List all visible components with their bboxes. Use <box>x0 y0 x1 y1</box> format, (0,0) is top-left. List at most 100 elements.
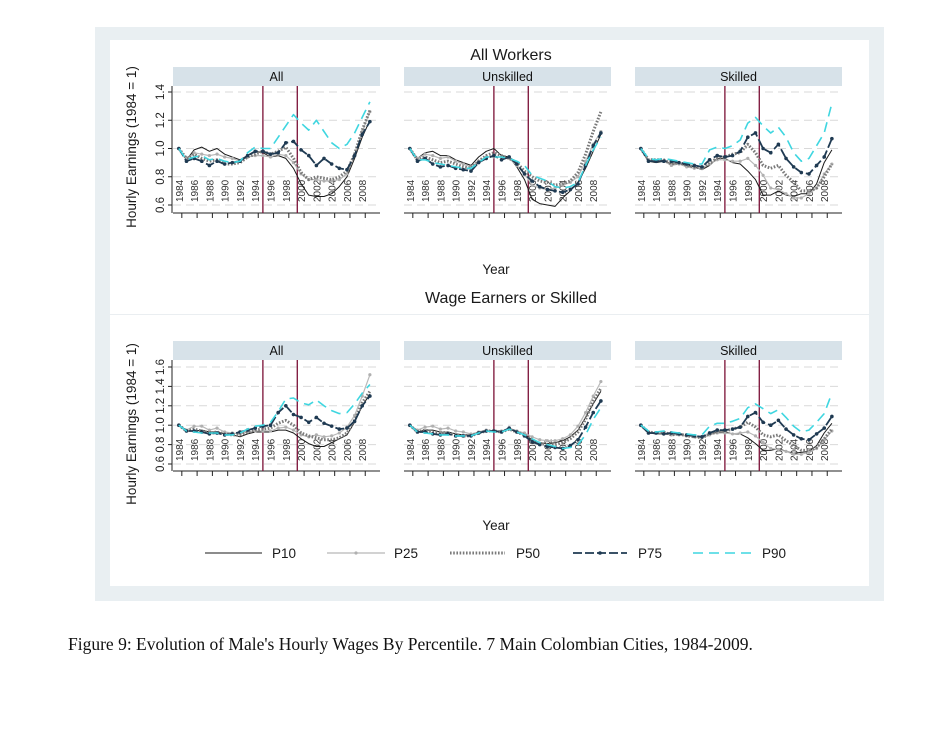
panel-strip-label: Skilled <box>720 70 757 84</box>
x-tick-label: 1990 <box>452 179 463 202</box>
data-point-p75 <box>276 150 280 155</box>
data-point-p75 <box>761 420 765 425</box>
data-point-p25 <box>322 179 326 183</box>
data-point-p25 <box>723 431 727 435</box>
x-tick-label: 1998 <box>282 179 293 202</box>
data-point-p25 <box>423 425 427 429</box>
data-point-p75 <box>830 414 834 419</box>
data-point-p25 <box>769 446 773 451</box>
series-line-p90 <box>409 136 602 189</box>
legend-item-p90: P90 <box>693 546 786 561</box>
data-point-p75 <box>430 162 435 166</box>
data-point-p75 <box>253 426 258 430</box>
data-point-p25 <box>284 153 288 158</box>
data-point-p25 <box>784 449 788 453</box>
data-point-p25 <box>792 452 796 456</box>
data-point-p25 <box>345 172 349 176</box>
data-point-p25 <box>753 434 758 438</box>
data-point-p75 <box>814 163 819 168</box>
x-tick-label: 1998 <box>744 438 755 461</box>
x-tick-label: 1994 <box>251 179 262 202</box>
data-point-p75 <box>599 399 603 403</box>
data-point-p75 <box>360 404 365 408</box>
plot-region-background <box>110 40 869 586</box>
data-point-p75 <box>537 442 542 447</box>
graph-separator <box>110 314 869 315</box>
data-point-p75 <box>692 163 697 168</box>
data-point-p75 <box>830 136 834 141</box>
y-tick-label: 1.4 <box>155 83 167 100</box>
data-point-p25 <box>553 439 557 443</box>
series-line-p50 <box>639 142 834 193</box>
data-point-p25 <box>792 196 796 200</box>
data-point-p75 <box>438 165 443 169</box>
data-point-p75 <box>776 142 781 147</box>
data-point-p75 <box>730 153 735 158</box>
x-tick-label: 2008 <box>820 179 831 202</box>
data-point-p75 <box>768 423 773 428</box>
x-tick-label: 1996 <box>498 438 509 461</box>
data-point-p75 <box>337 427 342 431</box>
data-point-p75 <box>184 159 189 164</box>
x-tick-label: 1996 <box>498 179 509 202</box>
x-tick-label: 1988 <box>436 179 447 202</box>
x-tick-label: 1988 <box>205 438 216 461</box>
panel-strip-label: Skilled <box>720 344 757 358</box>
data-point-p75 <box>530 179 534 183</box>
data-point-p25 <box>576 175 580 179</box>
x-tick-label: 2004 <box>328 179 339 202</box>
x-tick-label: 1996 <box>267 438 278 461</box>
data-point-p25 <box>337 177 341 182</box>
x-tick-label: 2002 <box>312 438 323 461</box>
y-tick-label: 0.8 <box>155 437 167 453</box>
data-point-p75 <box>291 412 296 417</box>
data-point-p25 <box>276 426 280 430</box>
x-tick-label: 1994 <box>482 438 493 461</box>
graph-1: Wage Earners or Skilled Hourly Earnings (… <box>124 290 842 533</box>
data-point-p25 <box>431 424 435 428</box>
legend-item-p25: P25 <box>327 546 418 561</box>
data-point-p75 <box>646 431 651 435</box>
data-point-p75 <box>530 439 534 444</box>
x-tick-label: 1986 <box>190 438 201 461</box>
data-point-p25 <box>730 159 735 163</box>
data-point-p25 <box>200 152 204 156</box>
data-point-p25 <box>314 433 318 437</box>
data-point-p25 <box>599 379 603 384</box>
data-point-p25 <box>337 431 341 435</box>
data-point-p25 <box>230 156 234 160</box>
data-point-p75 <box>560 190 565 195</box>
x-tick-label: 1986 <box>190 179 201 202</box>
data-point-p75 <box>784 156 788 161</box>
legend-label: P50 <box>516 546 540 561</box>
x-axis-label: Year <box>482 518 510 533</box>
data-point-p75 <box>807 172 811 176</box>
x-tick-label: 2008 <box>358 179 369 202</box>
x-tick-label: 1992 <box>698 179 709 202</box>
data-point-p25 <box>438 427 442 431</box>
x-tick-label: 1984 <box>637 438 648 461</box>
data-point-p75 <box>723 155 727 159</box>
data-point-p75 <box>768 150 773 155</box>
x-tick-label: 2004 <box>790 179 801 202</box>
legend-marker <box>354 551 358 555</box>
data-point-p25 <box>261 153 265 158</box>
x-tick-label: 1992 <box>236 438 247 461</box>
panel-all: All 0.6 0.8 1.0 1.2 1.4 1984 1986 1988 1990 1992 19… <box>155 67 380 218</box>
data-point-p75 <box>807 437 811 442</box>
panel-strip <box>404 67 611 86</box>
x-tick-label: 2004 <box>559 179 570 202</box>
data-point-p75 <box>784 427 788 431</box>
data-point-p75 <box>700 435 704 439</box>
x-tick-label: 1984 <box>406 179 417 202</box>
data-point-p75 <box>368 119 372 124</box>
data-point-p25 <box>215 426 219 430</box>
x-tick-label: 1986 <box>652 438 663 461</box>
data-point-p25 <box>431 153 435 158</box>
legend-label: P90 <box>762 546 786 561</box>
data-point-p75 <box>822 155 827 159</box>
data-point-p75 <box>284 141 288 145</box>
data-point-p75 <box>469 169 473 173</box>
panel-skilled: Skilled 1984 1986 1988 1990 1992 1994 1996 1998 2… <box>635 341 842 476</box>
series-line-p75 <box>178 121 371 171</box>
